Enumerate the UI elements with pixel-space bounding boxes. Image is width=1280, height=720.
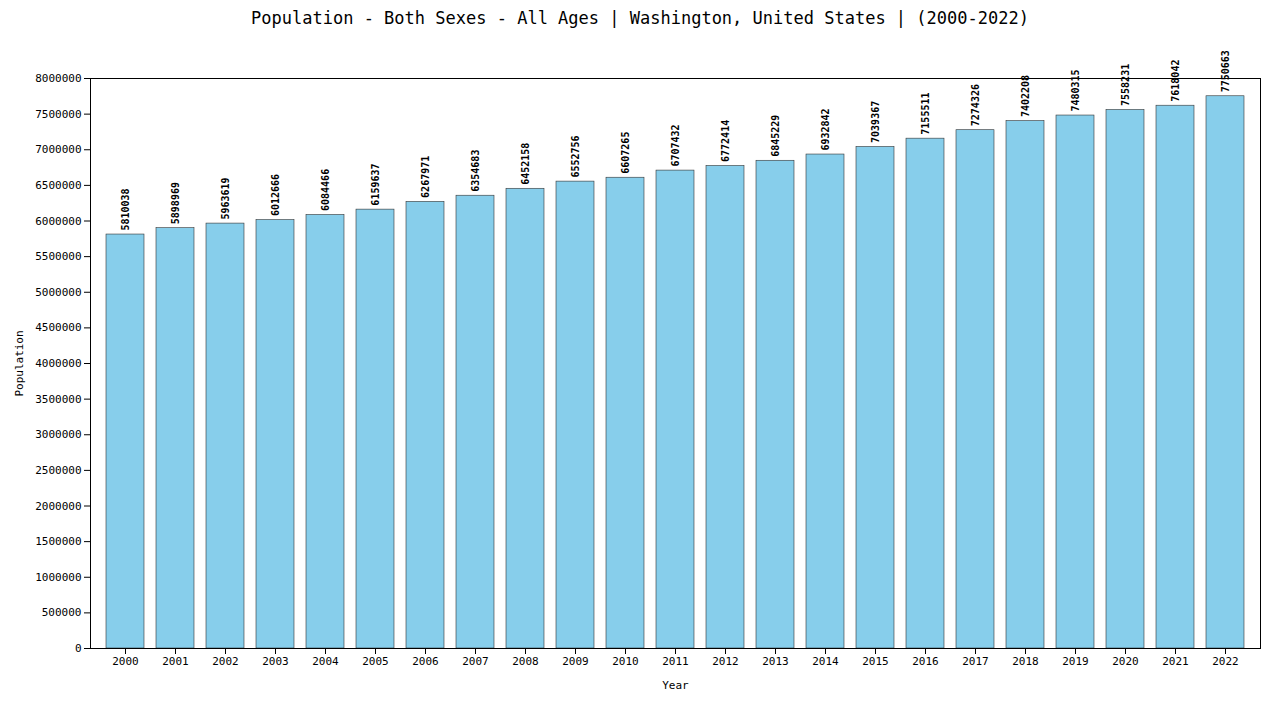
svg-text:7618042: 7618042 — [1170, 60, 1181, 102]
svg-text:2020: 2020 — [1112, 655, 1139, 668]
svg-text:7402208: 7402208 — [1020, 75, 1031, 117]
svg-text:2010: 2010 — [612, 655, 639, 668]
svg-text:2001: 2001 — [162, 655, 189, 668]
svg-text:2000000: 2000000 — [35, 500, 81, 513]
svg-text:6084466: 6084466 — [320, 169, 331, 211]
svg-text:2011: 2011 — [662, 655, 689, 668]
svg-text:8000000: 8000000 — [35, 72, 81, 85]
svg-text:5000000: 5000000 — [35, 286, 81, 299]
svg-text:6707432: 6707432 — [670, 124, 681, 166]
svg-text:3000000: 3000000 — [35, 428, 81, 441]
svg-text:1000000: 1000000 — [35, 571, 81, 584]
svg-text:6932842: 6932842 — [820, 108, 831, 150]
svg-text:5810038: 5810038 — [120, 188, 131, 230]
svg-text:5898969: 5898969 — [170, 182, 181, 224]
svg-text:2019: 2019 — [1062, 655, 1089, 668]
svg-text:6552756: 6552756 — [570, 135, 581, 177]
svg-text:3500000: 3500000 — [35, 393, 81, 406]
svg-text:6159637: 6159637 — [370, 163, 381, 205]
svg-text:6354683: 6354683 — [470, 150, 481, 192]
svg-text:2017: 2017 — [962, 655, 989, 668]
svg-text:2018: 2018 — [1012, 655, 1039, 668]
svg-text:4500000: 4500000 — [35, 321, 81, 334]
svg-text:7000000: 7000000 — [35, 143, 81, 156]
svg-text:2015: 2015 — [862, 655, 889, 668]
svg-text:2006: 2006 — [412, 655, 439, 668]
svg-text:7500000: 7500000 — [35, 108, 81, 121]
svg-text:2500000: 2500000 — [35, 464, 81, 477]
svg-text:2004: 2004 — [312, 655, 339, 668]
svg-text:500000: 500000 — [42, 606, 82, 619]
svg-text:2007: 2007 — [462, 655, 489, 668]
svg-text:6267971: 6267971 — [420, 156, 431, 198]
svg-text:7480315: 7480315 — [1070, 69, 1081, 111]
svg-text:6845229: 6845229 — [770, 115, 781, 157]
svg-text:6000000: 6000000 — [35, 215, 81, 228]
svg-text:2016: 2016 — [912, 655, 939, 668]
svg-text:6500000: 6500000 — [35, 179, 81, 192]
svg-text:2003: 2003 — [262, 655, 289, 668]
svg-text:2009: 2009 — [562, 655, 589, 668]
svg-text:6012666: 6012666 — [270, 174, 281, 216]
svg-text:7558231: 7558231 — [1120, 64, 1131, 106]
svg-text:6772414: 6772414 — [720, 120, 731, 162]
svg-text:7750663: 7750663 — [1220, 50, 1231, 92]
svg-text:7155511: 7155511 — [920, 93, 931, 135]
html-text:Population - Both Sexes - All: Population - Both Sexes - All Ages | Was… — [251, 8, 1029, 28]
svg-text:Population: Population — [13, 330, 26, 396]
svg-text:6452158: 6452158 — [520, 143, 531, 185]
svg-text:4000000: 4000000 — [35, 357, 81, 370]
svg-text:2008: 2008 — [512, 655, 539, 668]
svg-text:1500000: 1500000 — [35, 535, 81, 548]
svg-text:7039367: 7039367 — [870, 101, 881, 143]
svg-text:2022: 2022 — [1212, 655, 1239, 668]
svg-text:0: 0 — [75, 642, 82, 655]
svg-text:2013: 2013 — [762, 655, 789, 668]
svg-text:2012: 2012 — [712, 655, 739, 668]
svg-text:2014: 2014 — [812, 655, 839, 668]
svg-text:5963619: 5963619 — [220, 177, 231, 219]
svg-text:2000: 2000 — [112, 655, 139, 668]
svg-text:2002: 2002 — [212, 655, 239, 668]
svg-text:Year: Year — [662, 679, 689, 692]
svg-text:5500000: 5500000 — [35, 250, 81, 263]
svg-text:6607265: 6607265 — [620, 132, 631, 174]
svg-text:2005: 2005 — [362, 655, 389, 668]
svg-text:2021: 2021 — [1162, 655, 1189, 668]
svg-text:7274326: 7274326 — [970, 84, 981, 126]
